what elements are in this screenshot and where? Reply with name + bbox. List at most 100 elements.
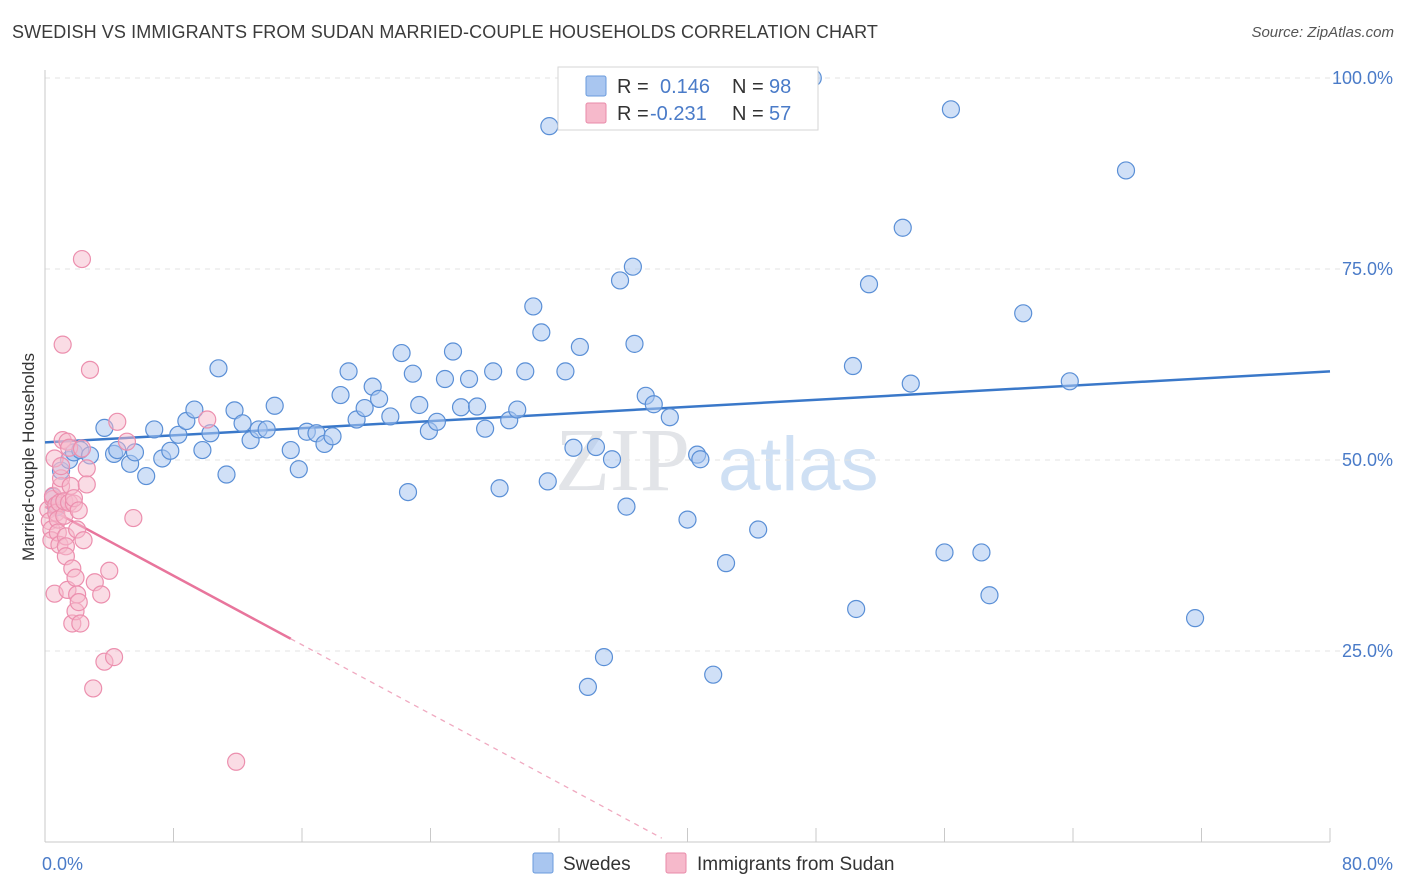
y-tick-label: 25.0%: [1342, 641, 1393, 661]
data-point-swedes: [691, 450, 710, 469]
data-point-swedes: [467, 397, 487, 416]
data-point-swedes: [209, 359, 228, 378]
axes: [44, 70, 1331, 843]
data-point-swedes: [538, 472, 557, 491]
data-point-sudan: [74, 531, 93, 550]
data-point-sudan: [77, 475, 96, 494]
data-point-swedes: [233, 414, 252, 433]
data-point-swedes: [586, 437, 606, 457]
data-point-swedes: [556, 362, 575, 381]
data-point-swedes: [716, 554, 736, 573]
x-tick-label: 80.0%: [1342, 854, 1393, 874]
bottom-legend-swatch-swedes: [532, 852, 554, 874]
series-sudan: [39, 249, 246, 771]
data-point-swedes: [323, 427, 342, 446]
data-point-swedes: [893, 218, 912, 237]
data-point-sudan: [108, 412, 127, 431]
data-point-swedes: [843, 356, 863, 376]
data-point-sudan: [51, 457, 71, 476]
data-point-swedes: [1014, 304, 1033, 323]
legend-n-label-swedes: N =: [732, 76, 764, 98]
data-point-swedes: [578, 677, 598, 697]
data-point-sudan: [124, 508, 143, 528]
data-point-swedes: [169, 425, 188, 444]
data-point-swedes: [410, 395, 429, 415]
data-point-swedes: [644, 395, 663, 414]
grid-lines: [45, 77, 1350, 652]
data-point-swedes: [403, 364, 422, 383]
data-point-sudan: [100, 561, 119, 580]
data-point-sudan: [92, 585, 111, 604]
data-point-swedes: [225, 401, 244, 420]
data-point-swedes: [331, 385, 350, 405]
data-point-swedes: [490, 479, 509, 498]
data-point-swedes: [1060, 372, 1079, 391]
data-point-swedes: [704, 665, 723, 684]
data-point-swedes: [265, 396, 284, 415]
data-point-swedes: [749, 520, 768, 539]
legend-top: R = 0.146 N = 98 R = -0.231 N = 57: [557, 66, 819, 131]
chart-title: SWEDISH VS IMMIGRANTS FROM SUDAN MARRIED…: [12, 22, 879, 42]
y-axis-label: Married-couple Households: [19, 353, 38, 561]
data-point-sudan: [117, 432, 137, 451]
data-point-swedes: [941, 100, 961, 119]
data-point-swedes: [1116, 161, 1136, 180]
data-point-swedes: [524, 297, 543, 316]
data-point-swedes: [678, 510, 697, 529]
series-swedes: [43, 68, 1205, 697]
legend-r-label-sudan: R =: [617, 103, 649, 125]
data-point-swedes: [193, 440, 212, 460]
bottom-legend-label-swedes: Swedes: [563, 854, 631, 875]
data-point-swedes: [257, 420, 276, 439]
data-point-swedes: [972, 543, 991, 562]
bottom-legend-swatch-sudan: [665, 852, 687, 874]
data-point-swedes: [281, 440, 300, 460]
data-point-sudan: [66, 568, 85, 587]
data-point-swedes: [602, 450, 622, 469]
data-point-swedes: [484, 362, 503, 381]
data-point-swedes: [625, 334, 644, 353]
data-point-swedes: [289, 460, 308, 479]
legend-r-value-swedes: 0.146: [660, 76, 710, 98]
data-point-sudan: [80, 360, 100, 379]
data-point-swedes: [381, 407, 400, 426]
data-point-swedes: [901, 374, 920, 393]
legend-n-label-sudan: N =: [732, 103, 764, 125]
legend-n-value-sudan: 57: [769, 103, 791, 125]
data-point-swedes: [217, 465, 236, 484]
data-point-sudan: [84, 679, 103, 698]
data-point-swedes: [564, 438, 583, 457]
legend-n-value-swedes: 98: [769, 76, 791, 98]
y-tick-label: 50.0%: [1342, 450, 1393, 470]
data-point-swedes: [185, 400, 204, 419]
legend-bottom: Swedes Immigrants from Sudan: [532, 852, 894, 875]
watermark-atlas: atlas: [718, 422, 879, 507]
data-point-swedes: [145, 420, 164, 439]
data-point-sudan: [104, 648, 124, 667]
data-point-swedes: [847, 599, 866, 619]
data-point-swedes: [161, 441, 180, 460]
data-point-swedes: [859, 275, 879, 294]
data-point-swedes: [516, 362, 535, 381]
data-point-sudan: [72, 249, 92, 269]
data-point-swedes: [451, 398, 471, 417]
data-point-swedes: [532, 323, 551, 342]
data-point-sudan: [227, 752, 246, 771]
data-point-swedes: [476, 419, 495, 438]
bottom-legend-label-sudan: Immigrants from Sudan: [697, 854, 894, 875]
data-point-swedes: [508, 400, 527, 419]
data-point-swedes: [398, 482, 418, 502]
data-point-swedes: [459, 369, 479, 389]
trend-line-sudan-extended: [290, 638, 663, 839]
legend-swatch-swedes: [585, 75, 607, 97]
data-point-swedes: [392, 343, 411, 363]
data-point-sudan: [72, 439, 92, 458]
legend-swatch-sudan: [585, 102, 607, 124]
data-point-swedes: [660, 408, 679, 427]
data-point-swedes: [980, 586, 999, 605]
data-point-sudan: [77, 459, 96, 478]
data-point-swedes: [435, 369, 455, 389]
data-point-sudan: [198, 410, 217, 429]
data-point-swedes: [610, 271, 630, 290]
